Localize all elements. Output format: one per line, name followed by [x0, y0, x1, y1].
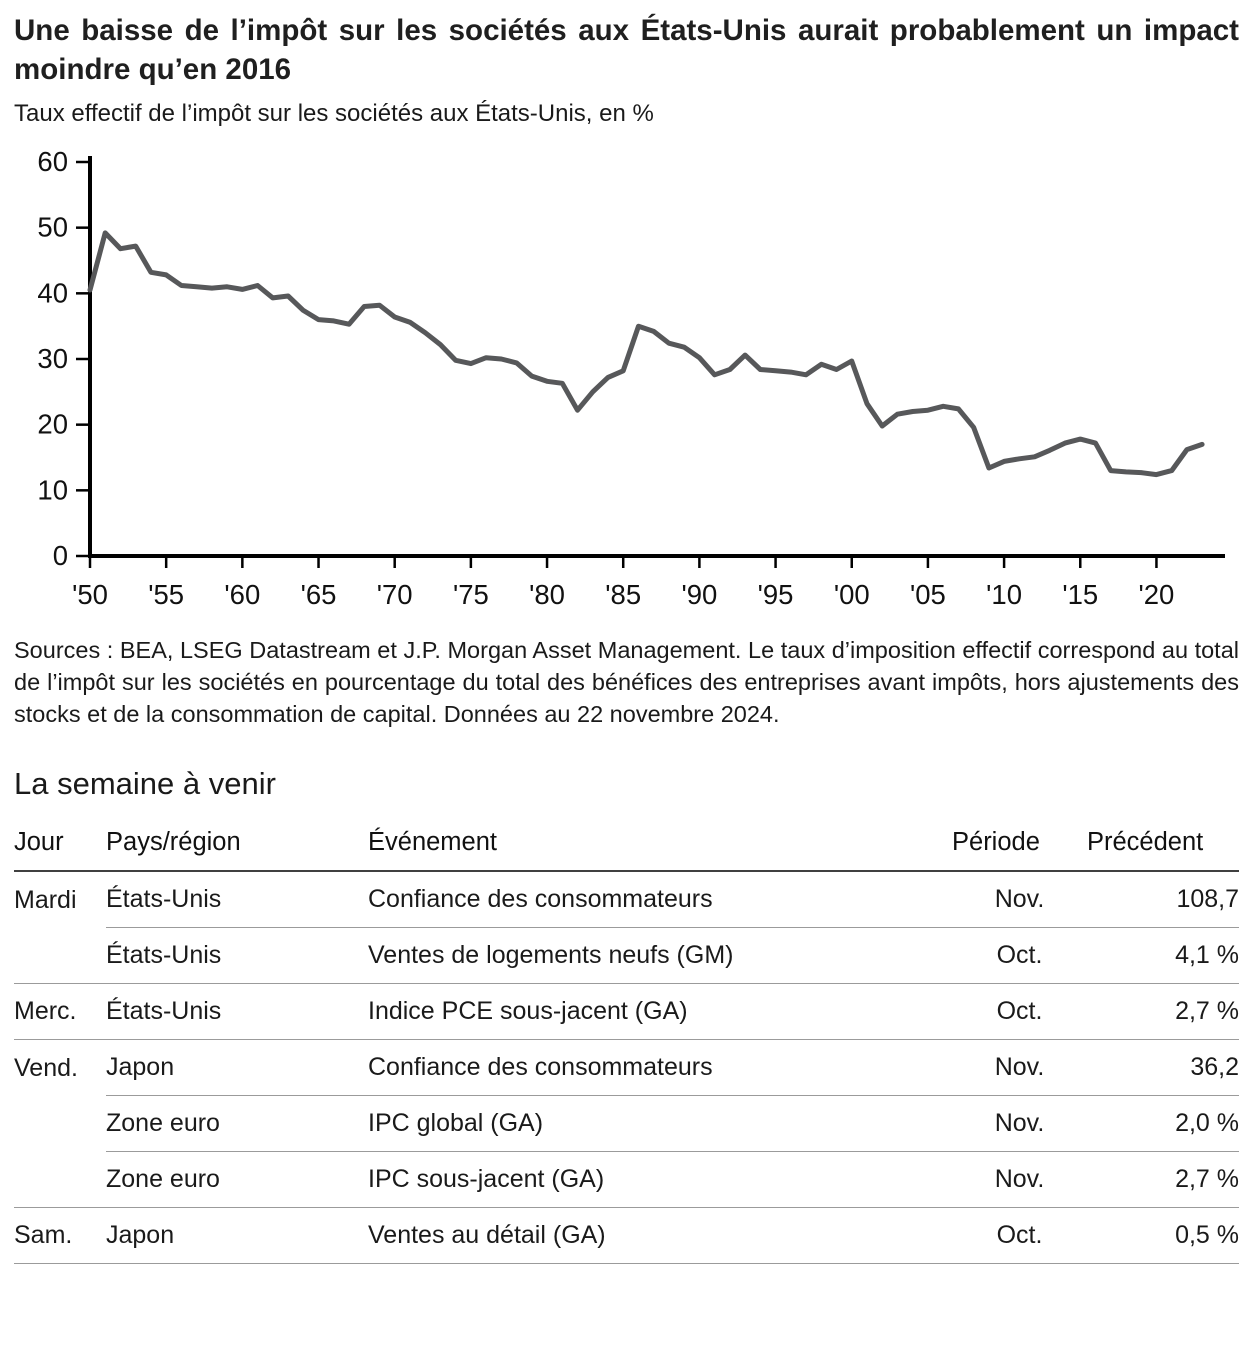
- event-previous: 2,7 %: [1087, 983, 1239, 1040]
- column-header-jour: Jour: [14, 822, 106, 873]
- y-tick-label: 20: [37, 409, 68, 440]
- event-row: Zone euro IPC global (GA) Nov. 2,0 %: [14, 1095, 1239, 1152]
- page-title: Une baisse de l’impôt sur les sociétés a…: [14, 14, 1239, 86]
- y-tick-label: 40: [37, 277, 68, 308]
- event-day: [14, 1096, 106, 1152]
- y-tick-label: 50: [37, 212, 68, 243]
- chart-subtitle: Taux effectif de l’impôt sur les société…: [14, 99, 654, 127]
- chart-container: 0 10 20 30 40 50 60 '50 '55 '60 '65 '70 '75 '80 '85 '90…: [14, 148, 1239, 618]
- event-row: Zone euro IPC sous-jacent (GA) Nov. 2,7 %: [14, 1151, 1239, 1208]
- event-day: Merc.: [14, 983, 106, 1040]
- event-row: Sam. Japon Ventes au détail (GA) Oct. 0,5 %: [14, 1207, 1239, 1264]
- event-name: Ventes au détail (GA): [368, 1207, 952, 1264]
- event-period: Nov.: [994, 885, 1045, 914]
- event-previous: 0,5 %: [1087, 1207, 1239, 1264]
- x-tick-label: '10: [986, 579, 1022, 610]
- event-period: Nov.: [952, 1095, 1087, 1152]
- event-previous: 36,2: [1087, 1039, 1239, 1096]
- events-table-body: Mardi États-Unis Confiance des consommateu…: [14, 871, 1239, 1264]
- event-period: Nov.: [952, 1151, 1087, 1208]
- column-header-periode: Période: [952, 822, 1087, 873]
- event-period: Nov.: [952, 1039, 1087, 1096]
- x-tick-label: '60: [224, 579, 260, 610]
- y-tick-label: 0: [53, 540, 68, 571]
- x-tick-label: '50: [72, 579, 108, 610]
- event-row: Mardi États-Unis Confiance des consommateu…: [14, 871, 1239, 928]
- event-day: Vend.: [14, 1039, 106, 1096]
- event-region: États-Unis: [106, 885, 222, 914]
- y-tick-label: 10: [37, 474, 68, 505]
- tax-rate-chart: 0 10 20 30 40 50 60 '50 '55 '60 '65 '70 '75 '80 '85 '90…: [37, 148, 1225, 610]
- column-header-pays: Pays/région: [106, 822, 368, 873]
- event-region: Japon: [106, 1039, 368, 1096]
- event-name: IPC sous-jacent (GA): [368, 1151, 952, 1208]
- source-note: Sources : BEA, LSEG Datastream et J.P. M…: [14, 636, 1239, 728]
- event-day: [14, 1152, 106, 1208]
- event-previous: 2,7 %: [1087, 1151, 1239, 1208]
- x-tick-label: '15: [1062, 579, 1098, 610]
- event-day: [14, 928, 106, 984]
- event-day: Sam.: [14, 1207, 106, 1264]
- event-region: États-Unis: [106, 983, 368, 1040]
- event-region: États-Unis: [106, 927, 368, 984]
- event-previous: 4,1 %: [1087, 927, 1239, 984]
- event-region: Zone euro: [106, 1151, 368, 1208]
- event-row: États-Unis Ventes de logements neufs (GM)…: [14, 927, 1239, 984]
- event-name: Indice PCE sous-jacent (GA): [368, 983, 952, 1040]
- event-period: Oct.: [952, 983, 1087, 1040]
- event-previous: 2,0 %: [1087, 1095, 1239, 1152]
- x-tick-label: '95: [758, 579, 794, 610]
- x-tick-label: '00: [834, 579, 870, 610]
- event-row: Vend. Japon Confiance des consommateurs Nov…: [14, 1039, 1239, 1096]
- event-name: Confiance des consommateurs: [368, 885, 713, 914]
- events-table: Jour Pays/région Événement Période Précé…: [14, 822, 1239, 1265]
- event-period: Oct.: [952, 927, 1087, 984]
- x-tick-label: '80: [529, 579, 565, 610]
- x-tick-label: '20: [1139, 579, 1175, 610]
- event-region: Japon: [106, 1207, 368, 1264]
- x-tick-label: '70: [377, 579, 413, 610]
- page: Une baisse de l’impôt sur les sociétés a…: [14, 14, 1239, 1265]
- event-region: Zone euro: [106, 1095, 368, 1152]
- event-previous: 108,7: [1176, 885, 1239, 914]
- x-tick-label: '05: [910, 579, 946, 610]
- x-tick-label: '55: [148, 579, 184, 610]
- y-tick-label: 60: [37, 148, 68, 177]
- y-tick-label: 30: [37, 343, 68, 374]
- effective-tax-rate-line: [87, 230, 1205, 477]
- event-name: IPC global (GA): [368, 1095, 952, 1152]
- x-tick-label: '85: [605, 579, 641, 610]
- events-table-header-row: Jour Pays/région Événement Période Précé…: [14, 822, 1239, 873]
- event-row: Merc. États-Unis Indice PCE sous-jacent (G…: [14, 983, 1239, 1040]
- event-name: Ventes de logements neufs (GM): [368, 927, 952, 984]
- event-day: Mardi: [14, 885, 77, 914]
- column-header-evenement: Événement: [368, 822, 952, 873]
- event-period: Oct.: [952, 1207, 1087, 1264]
- event-name: Confiance des consommateurs: [368, 1039, 952, 1096]
- x-tick-label: '75: [453, 579, 489, 610]
- column-header-precedent: Précédent: [1087, 822, 1239, 873]
- x-tick-label: '90: [681, 579, 717, 610]
- week-ahead-heading: La semaine à venir: [14, 766, 276, 802]
- x-tick-label: '65: [301, 579, 337, 610]
